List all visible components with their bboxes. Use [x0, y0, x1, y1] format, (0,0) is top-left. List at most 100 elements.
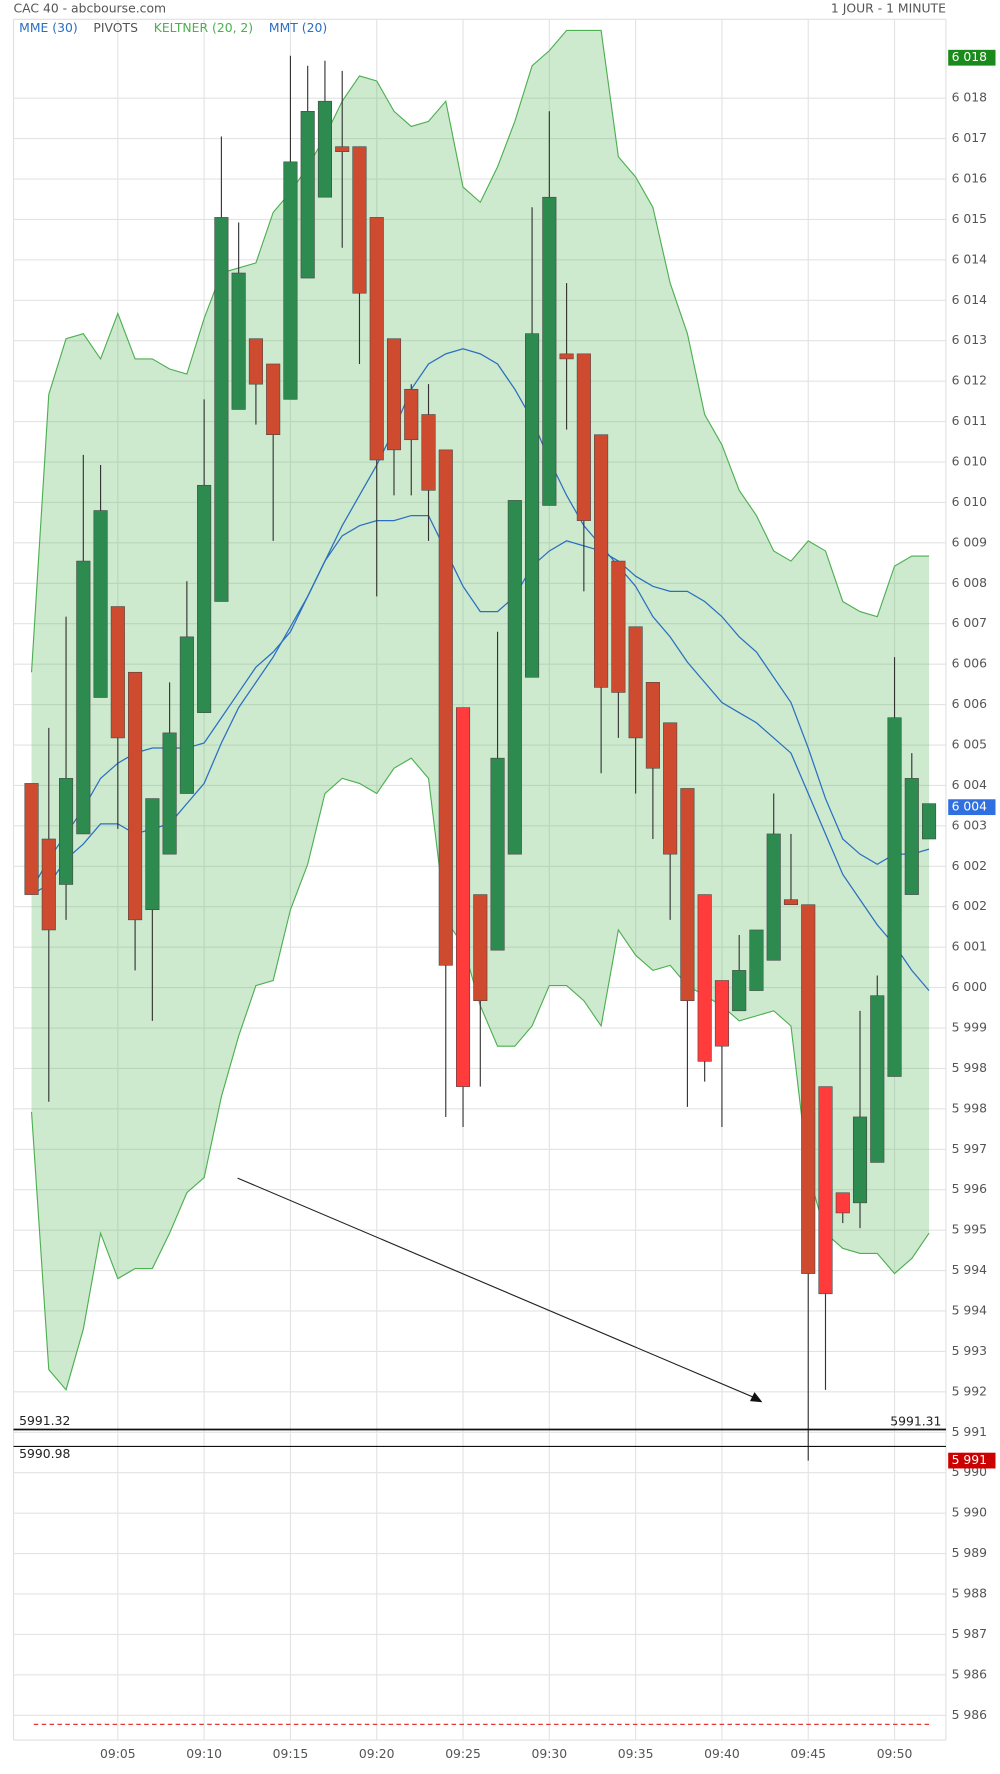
candle-body: [59, 778, 74, 885]
candle-body: [438, 449, 453, 966]
candle-body: [628, 626, 643, 739]
x-tick-label: 09:30: [531, 1747, 567, 1761]
y-tick-label: 5 986: [952, 1667, 988, 1681]
price-marker-label: 6 018: [952, 50, 988, 64]
candle-body: [766, 833, 781, 961]
y-tick-label: 5 991: [952, 1425, 987, 1439]
candle-body: [732, 970, 747, 1012]
y-tick-label: 6 014: [952, 293, 988, 307]
candle-body: [594, 434, 609, 688]
candle-body: [421, 414, 436, 491]
candle-body: [162, 732, 177, 855]
x-tick-label: 09:45: [790, 1747, 826, 1761]
y-tick-label: 6 004: [952, 778, 988, 792]
candle-body: [24, 783, 39, 895]
price-marker: [948, 49, 996, 66]
legend-item: PIVOTS: [93, 21, 138, 35]
x-tick-label: 09:05: [100, 1747, 136, 1761]
candle-body: [386, 338, 402, 451]
candle-body: [697, 894, 712, 1062]
price-marker-label: 6 004: [952, 800, 988, 814]
y-tick-label: 6 010: [952, 455, 988, 469]
y-tick-label: 6 006: [952, 697, 988, 711]
candle-body: [783, 899, 799, 905]
x-tick-label: 09:10: [186, 1747, 222, 1761]
candle-body: [852, 1116, 868, 1204]
y-tick-label: 6 003: [952, 818, 987, 832]
y-tick-label: 5 990: [952, 1465, 988, 1479]
x-tick-label: 09:20: [359, 1747, 395, 1761]
candle-body: [904, 778, 919, 895]
y-axis: 6 018 6 017 6 016 6 015 6 014 6 014 6 013 6 012…: [100, 49, 996, 1761]
x-tick-label: 09:40: [704, 1747, 740, 1761]
candle-body: [473, 894, 488, 1001]
chart-title: CAC 40 - abcbourse.com: [14, 2, 167, 16]
y-tick-label: 6 015: [952, 212, 987, 226]
pivot-label: 5990.98: [19, 1447, 70, 1461]
y-tick-label: 6 011: [952, 414, 987, 428]
y-tick-label: 5 999: [952, 1021, 987, 1035]
candle-body: [93, 510, 108, 698]
pivot-label: 5991.32: [19, 1414, 70, 1428]
y-tick-label: 6 000: [952, 980, 988, 994]
y-tick-label: 6 005: [952, 738, 987, 752]
y-tick-label: 6 001: [952, 940, 987, 954]
keltner-upper: [30, 29, 930, 673]
candle-body: [801, 904, 816, 1274]
y-tick-label: 5 987: [952, 1627, 987, 1641]
price-marker-label: 5 991: [952, 1453, 987, 1467]
y-tick-label: 6 008: [952, 576, 988, 590]
y-tick-label: 5 994: [952, 1263, 988, 1277]
price-marker: [948, 1452, 996, 1469]
candle-body: [404, 388, 419, 441]
trend-arrow-line: [237, 1177, 755, 1399]
y-tick-label: 5 990: [952, 1506, 988, 1520]
y-tick-label: 5 993: [952, 1344, 987, 1358]
y-tick-label: 6 014: [952, 252, 988, 266]
candle-body: [835, 1192, 850, 1214]
y-tick-label: 5 995: [952, 1223, 987, 1237]
candles: [24, 55, 937, 1461]
y-tick-label: 6 013: [952, 333, 987, 347]
candle-body: [76, 560, 91, 835]
candle-body: [490, 757, 505, 951]
candle-body: [145, 798, 160, 911]
y-tick-label: 6 017: [952, 131, 987, 145]
y-tick-label: 5 988: [952, 1586, 988, 1600]
candle-body: [248, 338, 263, 385]
candle-body: [870, 995, 885, 1163]
candle-body: [525, 333, 540, 678]
y-tick-label: 6 002: [952, 899, 987, 913]
legend-item: KELTNER (20, 2): [154, 21, 253, 35]
candle-body: [41, 838, 56, 931]
candle-body: [749, 929, 764, 991]
candle-body: [128, 671, 143, 921]
trend-arrow-head: [750, 1392, 763, 1403]
pivots: 5991.32 5991.31 5990.98: [13, 1414, 946, 1725]
y-tick-label: 5 997: [952, 1142, 987, 1156]
candle-body: [663, 722, 678, 855]
x-tick-label: 09:15: [273, 1747, 309, 1761]
candle-body: [611, 560, 626, 693]
candle-body: [317, 100, 332, 198]
candle-body: [214, 217, 229, 602]
x-tick-label: 09:50: [877, 1747, 913, 1761]
moving-average: [31, 348, 930, 992]
chart-subtitle: 1 JOUR - 1 MINUTE: [831, 2, 946, 16]
y-tick-label: 5 998: [952, 1061, 988, 1075]
y-tick-label: 6 012: [952, 374, 987, 388]
x-tick-label: 09:25: [445, 1747, 481, 1761]
candle-body: [818, 1086, 833, 1295]
candle-body: [283, 161, 298, 400]
candle-body: [576, 353, 591, 521]
candle-body: [197, 484, 212, 713]
legend: MME (30) PIVOTS KELTNER (20, 2) MMT (20): [19, 21, 327, 35]
y-tick-label: 5 992: [952, 1384, 987, 1398]
y-tick-label: 6 009: [952, 535, 987, 549]
candle-body: [369, 217, 384, 461]
y-tick-label: 5 994: [952, 1303, 988, 1317]
grid: [13, 19, 946, 1741]
candle-body: [542, 196, 557, 506]
